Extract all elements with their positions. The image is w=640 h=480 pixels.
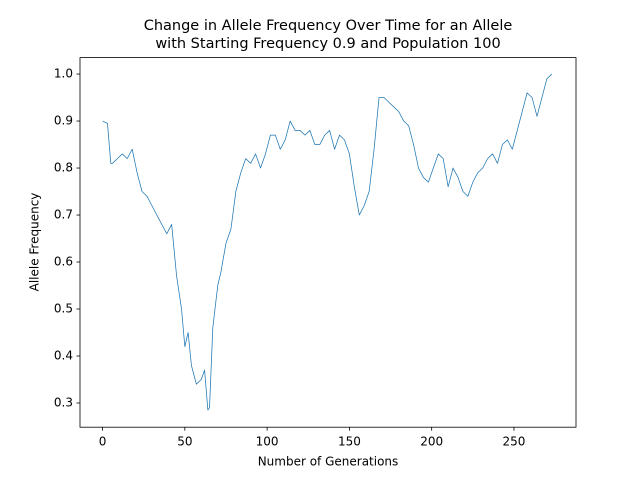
y-tick-label: 0.4 <box>54 349 73 363</box>
y-tick-label: 0.9 <box>54 114 73 128</box>
y-tick-label: 0.7 <box>54 208 73 222</box>
data-line <box>102 73 553 411</box>
x-tick-label: 150 <box>338 435 361 449</box>
y-tick-label: 1.0 <box>54 67 73 81</box>
x-axis-label: Number of Generations <box>258 455 399 469</box>
chart-title: Change in Allele Frequency Over Time for… <box>144 18 513 34</box>
x-tick-label: 200 <box>420 435 443 449</box>
y-tick-label: 0.3 <box>54 395 73 409</box>
y-tick-label: 0.8 <box>54 161 73 175</box>
x-tick-label: 0 <box>99 435 107 449</box>
x-tick-label: 50 <box>177 435 192 449</box>
x-tick-label: 100 <box>256 435 279 449</box>
y-tick-label: 0.6 <box>54 255 73 269</box>
y-axis-label: Allele Frequency <box>28 193 42 292</box>
plot-frame <box>79 57 577 428</box>
y-tick-label: 0.5 <box>54 302 73 316</box>
x-tick-label: 250 <box>503 435 526 449</box>
chart-title: with Starting Frequency 0.9 and Populati… <box>155 36 500 52</box>
